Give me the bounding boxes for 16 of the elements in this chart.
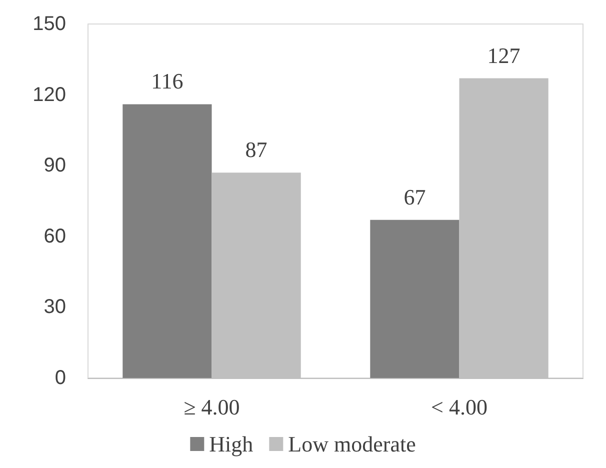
legend-label: High [209,432,254,456]
y-tick-label: 90 [44,154,66,177]
y-tick-label: 150 [32,13,66,35]
y-tick-label: 60 [44,225,66,248]
bar [122,104,212,378]
x-tick-label: ≥ 4.00 [184,394,240,420]
y-tick-label: 0 [54,367,66,389]
data-label: 127 [487,42,520,68]
data-label: 87 [245,137,268,162]
y-tick-label: 120 [32,84,66,106]
x-tick-label: < 4.00 [431,394,488,420]
data-label: 116 [151,68,184,94]
legend-label: Low moderate [288,432,416,456]
data-label: 67 [404,184,426,210]
bar [370,220,460,378]
y-tick-label: 30 [44,296,66,318]
